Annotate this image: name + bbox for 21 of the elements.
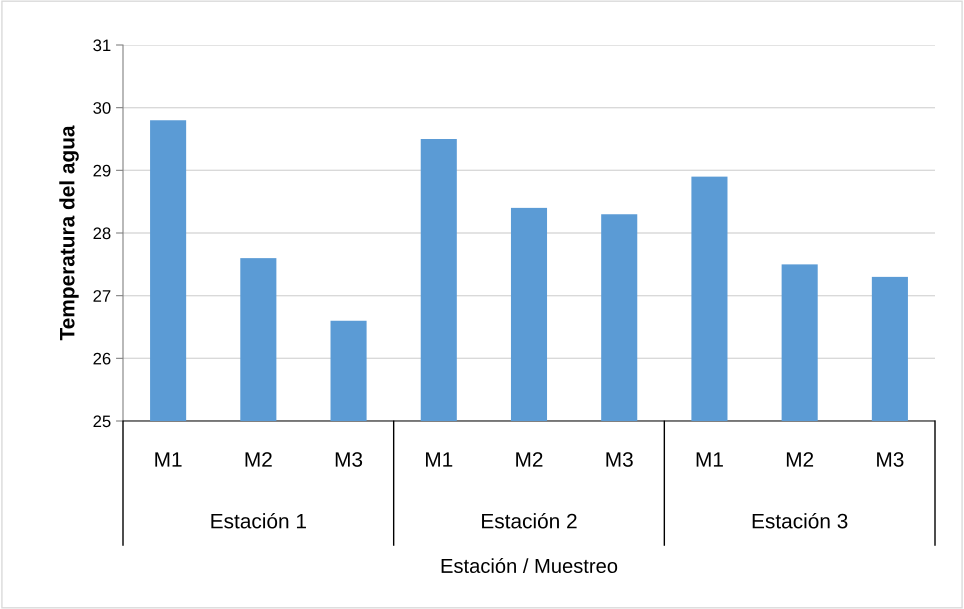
y-tick-label: 27 (93, 290, 110, 302)
y-tick-label: 31 (93, 39, 110, 52)
x-tick-label: M3 (606, 452, 633, 467)
y-tick-label: 29 (93, 164, 110, 177)
x-tick-label: M2 (786, 452, 814, 467)
x-axis-title: Estación / Muestreo (442, 558, 618, 574)
y-tick-label: 25 (93, 415, 110, 428)
x-tick-label: M2 (516, 452, 542, 467)
x-tick-label: M3 (877, 452, 904, 467)
x-tick-label: M1 (155, 452, 182, 467)
text: Estación 1 (211, 512, 306, 528)
x-tick-label: M2 (246, 452, 272, 467)
x-tick-label: M3 (336, 452, 362, 467)
x-tick-label: M1 (426, 452, 452, 467)
y-tick-label: 26 (93, 352, 110, 365)
y-tick-label: 30 (93, 102, 111, 114)
text: Estación 2 (482, 512, 577, 528)
y-tick-label: 28 (93, 227, 110, 240)
x-tick-label: M1 (696, 452, 723, 467)
text: Estación 3 (752, 512, 848, 528)
y-axis-title: Temperatura del agua (59, 125, 79, 340)
